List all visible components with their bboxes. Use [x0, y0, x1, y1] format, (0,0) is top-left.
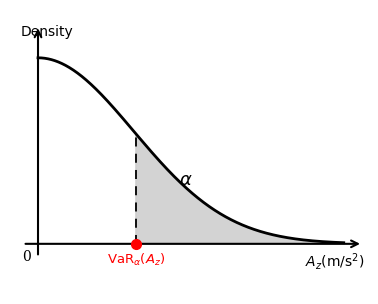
- Text: $A_z(\mathrm{m/s}^2)$: $A_z(\mathrm{m/s}^2)$: [305, 251, 365, 272]
- Text: $\alpha$: $\alpha$: [179, 171, 192, 189]
- Text: $\mathrm{VaR}_\alpha(A_z)$: $\mathrm{VaR}_\alpha(A_z)$: [107, 251, 165, 268]
- Polygon shape: [136, 134, 344, 244]
- Text: Density: Density: [21, 26, 74, 40]
- Text: 0: 0: [22, 250, 31, 264]
